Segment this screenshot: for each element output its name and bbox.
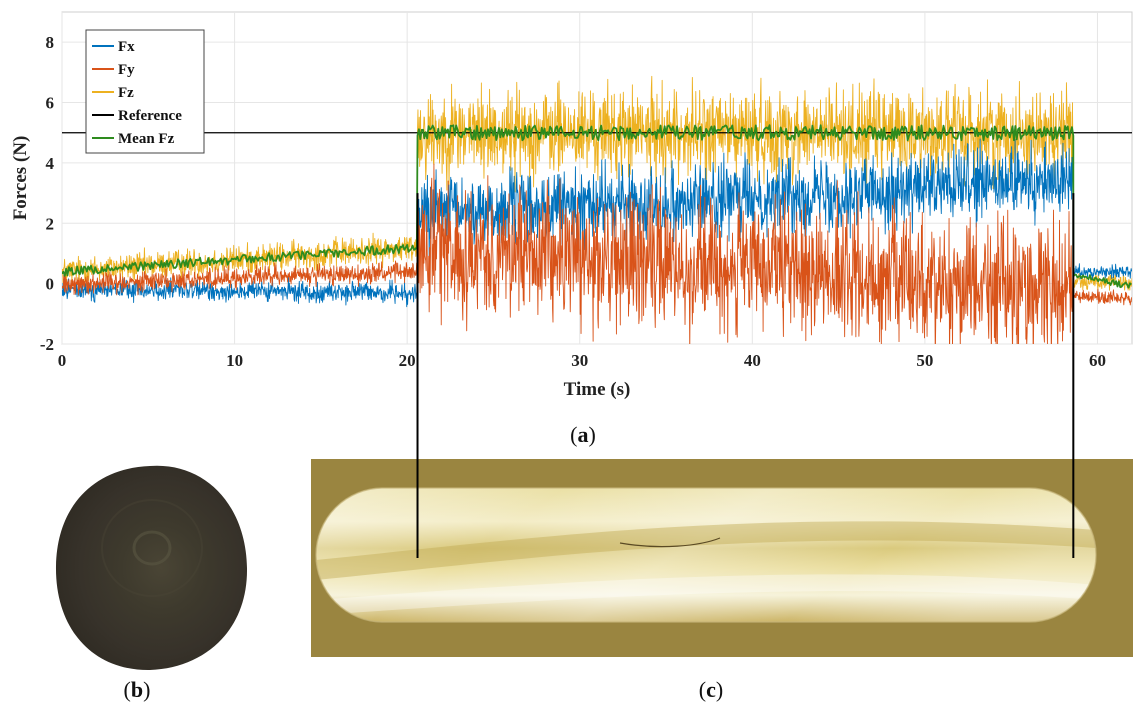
x-tick-label: 10 bbox=[226, 351, 243, 370]
y-tick-label: 2 bbox=[46, 214, 55, 233]
y-tick-label: 4 bbox=[46, 154, 55, 173]
y-tick-label: -2 bbox=[40, 335, 54, 354]
disc-outer-ring bbox=[101, 499, 203, 597]
wear-track-sheen bbox=[316, 488, 1096, 622]
legend-label: Fx bbox=[118, 39, 135, 55]
y-tick-label: 0 bbox=[46, 275, 55, 294]
disc-shape bbox=[55, 465, 248, 671]
series-mean-fz bbox=[62, 124, 1132, 289]
legend-label: Fz bbox=[118, 85, 134, 101]
wear-band bbox=[316, 521, 1096, 580]
wear-track-photo bbox=[311, 459, 1133, 657]
wear-band-light bbox=[316, 574, 1096, 615]
y-tick-label: 8 bbox=[46, 33, 55, 52]
legend-label: Fy bbox=[118, 62, 135, 78]
legend-label: Reference bbox=[118, 108, 182, 124]
x-axis-label: Time (s) bbox=[564, 379, 631, 400]
x-tick-label: 30 bbox=[571, 351, 588, 370]
panel-label-a: (a) bbox=[570, 422, 596, 447]
event-markers bbox=[416, 193, 1075, 558]
x-tick-label: 60 bbox=[1089, 351, 1106, 370]
series-layer bbox=[62, 75, 1132, 344]
disc-photo bbox=[55, 465, 248, 671]
y-tick-label: 6 bbox=[46, 94, 55, 113]
series-fz bbox=[62, 75, 1132, 292]
legend: Fx Fy Fz Reference Mean Fz bbox=[85, 29, 205, 154]
x-tick-label: 20 bbox=[399, 351, 416, 370]
panel-label-c: (c) bbox=[699, 677, 723, 702]
legend-label: Mean Fz bbox=[118, 131, 175, 147]
disc-wear-ring bbox=[132, 530, 172, 566]
x-tick-label: 0 bbox=[58, 351, 67, 370]
series-fy bbox=[62, 163, 1132, 344]
track-outline bbox=[315, 487, 1097, 623]
panel-label-b: (b) bbox=[124, 677, 151, 702]
x-tick-label: 50 bbox=[916, 351, 933, 370]
scratch-mark bbox=[619, 537, 721, 548]
x-tick-label: 40 bbox=[744, 351, 761, 370]
y-axis-label: Forces (N) bbox=[10, 136, 31, 221]
